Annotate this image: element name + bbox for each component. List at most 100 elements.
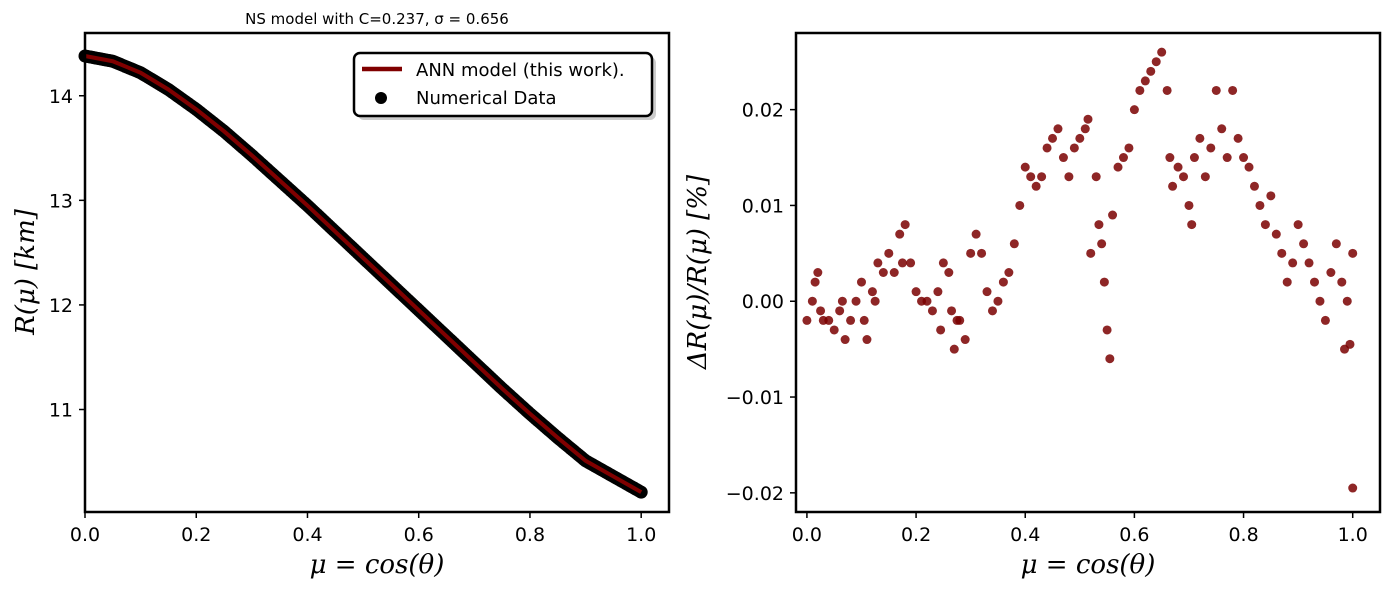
residual-point xyxy=(862,335,872,345)
residual-point xyxy=(1151,57,1161,67)
x-tick-label: 1.0 xyxy=(1338,524,1368,546)
residual-point xyxy=(897,258,907,268)
residual-point xyxy=(840,335,850,345)
residual-point xyxy=(1015,200,1025,210)
residual-point xyxy=(1195,133,1205,143)
residual-point xyxy=(1187,220,1197,230)
left-chart-title: NS model with C=0.237, σ = 0.656 xyxy=(245,10,509,28)
x-tick-label: 0.0 xyxy=(792,524,822,546)
x-tick-label: 0.8 xyxy=(1228,524,1258,546)
residual-point xyxy=(993,296,1003,306)
residual-point xyxy=(870,296,880,306)
residual-point xyxy=(944,268,954,277)
residual-point xyxy=(1080,124,1090,134)
y-tick-label: 12 xyxy=(49,295,73,317)
residual-point xyxy=(1211,85,1221,95)
x-tick-label: 0.2 xyxy=(181,524,211,546)
residual-point xyxy=(1249,181,1259,191)
residual-point xyxy=(1099,277,1109,287)
residual-point xyxy=(1129,105,1139,115)
x-tick-label: 0.4 xyxy=(292,524,322,546)
residual-point xyxy=(859,315,869,325)
residual-point xyxy=(1031,181,1041,191)
residual-point xyxy=(1157,47,1167,57)
y-tick-label: 14 xyxy=(49,86,73,108)
residual-point xyxy=(807,296,817,306)
residual-point xyxy=(1146,66,1156,76)
residual-point xyxy=(1222,153,1232,163)
residual-point xyxy=(835,306,845,316)
residual-point xyxy=(829,325,839,335)
residual-point xyxy=(813,268,823,277)
residual-point xyxy=(810,277,820,287)
right-y-ticks: −0.02 −0.01 0.00 0.01 0.02 xyxy=(726,100,796,505)
x-tick-label: 0.8 xyxy=(515,524,545,546)
left-x-ticks: 0.0 0.2 0.4 0.6 0.8 1.0 xyxy=(70,512,656,546)
residual-point xyxy=(824,315,834,325)
residual-point xyxy=(1102,325,1112,335)
legend: ANN model (this work). Numerical Data xyxy=(352,51,656,120)
right-panel: 0.0 0.2 0.4 0.6 0.8 1.0 −0.02 −0.01 0.00 0.01 0.0… xyxy=(683,31,1382,580)
residual-point xyxy=(1124,143,1134,153)
residual-point xyxy=(1200,172,1210,182)
y-tick-label: −0.02 xyxy=(726,483,784,505)
right-plot-area xyxy=(802,47,1358,493)
right-axes-frame xyxy=(794,31,1382,514)
residual-point xyxy=(1233,133,1243,143)
residual-point xyxy=(873,258,883,268)
residual-point xyxy=(1337,277,1347,287)
residual-point xyxy=(1004,268,1014,277)
residual-point xyxy=(1037,172,1047,182)
y-tick-label: 11 xyxy=(49,400,73,422)
residual-point xyxy=(987,306,997,316)
residual-point xyxy=(1244,162,1254,172)
residual-point xyxy=(1293,220,1303,230)
x-tick-label: 0.4 xyxy=(1010,524,1040,546)
left-y-ticks: 11 12 13 14 xyxy=(49,86,85,422)
residual-point xyxy=(837,296,847,306)
ann-model-line xyxy=(84,54,643,494)
residual-point xyxy=(1206,143,1216,153)
residual-point xyxy=(933,287,943,297)
residual-point xyxy=(884,248,894,258)
residual-point xyxy=(1271,229,1281,239)
y-tick-label: −0.01 xyxy=(726,387,784,409)
residual-point xyxy=(922,296,932,306)
residual-point xyxy=(1097,239,1107,249)
residual-point xyxy=(1064,172,1074,182)
y-tick-label: 0.00 xyxy=(742,291,784,313)
residual-point xyxy=(1168,181,1178,191)
residual-point xyxy=(1331,239,1341,249)
residual-point xyxy=(1228,85,1238,95)
residual-points xyxy=(802,47,1358,493)
residual-point xyxy=(900,220,910,230)
residual-point xyxy=(851,296,861,306)
residual-point xyxy=(1042,143,1052,153)
legend-point-swatch xyxy=(375,92,387,104)
residual-point xyxy=(1315,296,1325,306)
x-tick-label: 0.0 xyxy=(70,524,100,546)
residual-point xyxy=(895,229,905,239)
residual-point xyxy=(1113,162,1123,172)
residual-point xyxy=(802,315,812,325)
residual-point xyxy=(846,315,856,325)
residual-point xyxy=(1255,200,1265,210)
residual-point xyxy=(1058,153,1068,163)
residual-point xyxy=(936,325,946,335)
residual-point xyxy=(960,335,970,345)
residual-point xyxy=(1094,220,1104,230)
residual-point xyxy=(1069,143,1079,153)
residual-point xyxy=(1053,124,1063,134)
left-plot-area xyxy=(78,49,648,499)
legend-entry-numerical: Numerical Data xyxy=(416,88,557,109)
residual-point xyxy=(1026,172,1036,182)
residual-point xyxy=(927,306,937,316)
right-x-ticks: 0.0 0.2 0.4 0.6 0.8 1.0 xyxy=(792,512,1368,546)
residual-point xyxy=(947,306,957,316)
legend-entry-ann: ANN model (this work). xyxy=(416,60,625,81)
residual-point xyxy=(1299,239,1309,249)
residual-point xyxy=(1282,277,1292,287)
residual-point xyxy=(1009,239,1019,249)
x-tick-label: 0.6 xyxy=(1119,524,1149,546)
